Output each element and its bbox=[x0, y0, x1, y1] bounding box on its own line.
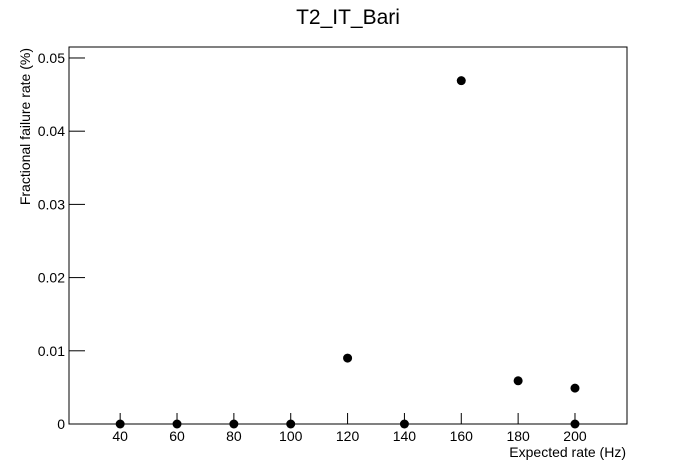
data-point bbox=[570, 383, 580, 393]
data-point bbox=[286, 419, 296, 429]
y-tick-label: 0 bbox=[57, 416, 65, 432]
x-tick-label: 140 bbox=[393, 428, 417, 444]
y-tick-label: 0.01 bbox=[38, 343, 65, 359]
x-tick-label: 160 bbox=[450, 428, 474, 444]
x-tick-label: 80 bbox=[226, 428, 242, 444]
data-point bbox=[570, 419, 580, 429]
x-tick-label: 40 bbox=[112, 428, 128, 444]
data-point bbox=[343, 353, 353, 363]
x-axis-label: Expected rate (Hz) bbox=[509, 444, 626, 460]
data-point bbox=[513, 376, 523, 386]
x-tick-label: 60 bbox=[169, 428, 185, 444]
y-axis-label: Fractional failure rate (%) bbox=[17, 48, 33, 205]
y-tick-label: 0.04 bbox=[38, 123, 65, 139]
y-tick-label: 0.05 bbox=[38, 50, 65, 66]
x-tick-label: 120 bbox=[336, 428, 360, 444]
data-point bbox=[229, 419, 239, 429]
y-tick-label: 0.02 bbox=[38, 270, 65, 286]
plot-frame bbox=[68, 46, 628, 425]
x-tick-label: 100 bbox=[279, 428, 303, 444]
data-point bbox=[115, 419, 125, 429]
data-point bbox=[399, 419, 409, 429]
data-point bbox=[172, 419, 182, 429]
chart-title: T2_IT_Bari bbox=[296, 6, 400, 29]
y-tick-label: 0.03 bbox=[38, 196, 65, 212]
x-tick-label: 180 bbox=[506, 428, 530, 444]
data-point bbox=[456, 76, 466, 86]
x-tick-label: 200 bbox=[563, 428, 587, 444]
